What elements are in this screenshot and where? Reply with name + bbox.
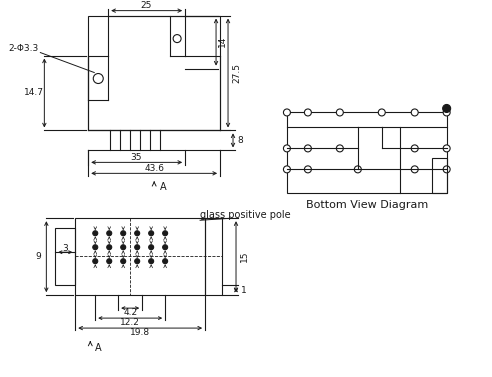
Circle shape [411,145,418,152]
Text: 19.8: 19.8 [130,328,150,337]
Text: 35: 35 [130,153,142,162]
Circle shape [443,109,450,116]
Bar [75,218,205,295]
Circle shape [163,245,168,250]
Circle shape [283,145,290,152]
Circle shape [163,231,168,236]
Bar [431,158,447,193]
Circle shape [305,109,311,116]
Text: 3: 3 [62,244,68,253]
Text: 27.5: 27.5 [233,63,242,83]
Circle shape [283,166,290,173]
Circle shape [107,245,112,250]
Bar [88,15,220,130]
Circle shape [135,259,140,264]
Circle shape [354,166,361,173]
Circle shape [443,145,450,152]
Bar [55,228,75,285]
Circle shape [443,104,451,112]
Text: 4.2: 4.2 [123,308,137,317]
Text: 8: 8 [237,136,243,145]
Circle shape [305,166,311,173]
Circle shape [305,145,311,152]
Circle shape [149,259,154,264]
Circle shape [93,259,98,264]
Circle shape [135,245,140,250]
Text: 43.6: 43.6 [144,164,164,173]
Text: Bottom View Diagram: Bottom View Diagram [306,200,428,210]
Text: A: A [160,182,166,192]
Circle shape [135,231,140,236]
Circle shape [107,231,112,236]
Text: 2-Φ3.3: 2-Φ3.3 [8,44,39,53]
Circle shape [149,231,154,236]
Circle shape [93,74,103,84]
Text: glass positive pole: glass positive pole [200,210,290,220]
Circle shape [337,145,343,152]
Text: 9: 9 [35,252,41,261]
Circle shape [411,109,418,116]
Circle shape [93,231,98,236]
Circle shape [149,245,154,250]
Circle shape [283,109,290,116]
Text: 12.2: 12.2 [120,317,140,326]
Bar [287,112,447,193]
Circle shape [107,259,112,264]
Circle shape [121,231,126,236]
Text: 15: 15 [240,250,248,262]
Circle shape [378,109,385,116]
Circle shape [443,166,450,173]
Circle shape [121,259,126,264]
Circle shape [93,245,98,250]
Circle shape [163,259,168,264]
Bar [205,218,222,295]
Circle shape [173,35,181,43]
Circle shape [121,245,126,250]
Circle shape [411,166,418,173]
Text: 1: 1 [241,286,247,295]
Text: 14: 14 [217,36,226,47]
Text: 14.7: 14.7 [25,88,44,97]
Text: 25: 25 [141,1,152,10]
Text: A: A [95,343,101,353]
Circle shape [337,109,343,116]
